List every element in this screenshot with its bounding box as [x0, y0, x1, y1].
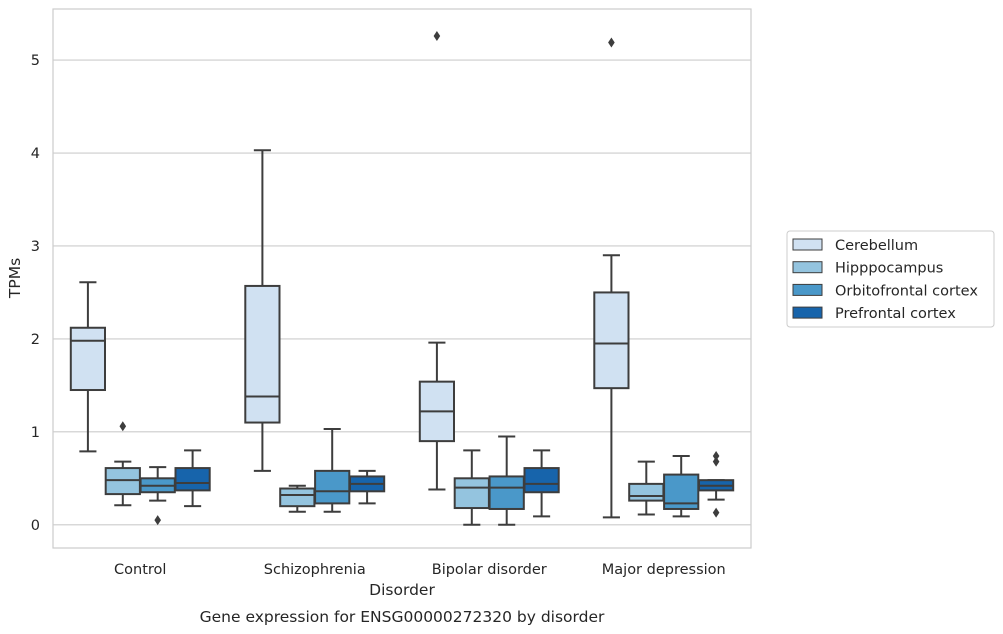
iqr-box — [174, 467, 211, 492]
legend-swatch — [792, 283, 823, 296]
iqr-box — [628, 482, 665, 502]
legend: Cerebellum Hipppocampus Orbitofrontal cort… — [786, 230, 995, 328]
iqr-box — [453, 477, 490, 510]
box-1-3 — [348, 469, 386, 505]
x-axis-label: Disorder — [369, 581, 435, 599]
box-3-2 — [663, 454, 700, 518]
box-0-0 — [69, 281, 107, 453]
legend-frame — [786, 230, 995, 328]
outlier-point — [119, 421, 127, 432]
y-tick-label: 0 — [31, 518, 40, 534]
box-3-0 — [593, 37, 630, 519]
x-tick-labels: Control Schizophrenia Bipolar disorder Majo… — [114, 562, 726, 578]
legend-swatch — [792, 238, 823, 251]
legend-label: Orbitofrontal cortex — [835, 283, 978, 299]
outlier-point — [608, 37, 615, 48]
y-tick-label: 4 — [31, 146, 40, 162]
legend-label: Prefrontal cortex — [835, 306, 956, 322]
iqr-box — [69, 326, 107, 392]
iqr-box — [488, 475, 525, 510]
chart-caption: Gene expression for ENSG00000272320 by d… — [200, 608, 605, 626]
iqr-box — [593, 291, 630, 390]
legend-swatch — [792, 306, 823, 319]
iqr-box — [244, 284, 281, 424]
x-tick-label: Schizophrenia — [264, 562, 366, 578]
box-0-2 — [139, 466, 176, 526]
box-2-0 — [418, 30, 456, 491]
box-0-1 — [104, 421, 141, 507]
x-tick-label: Control — [114, 562, 166, 578]
grid-lines — [53, 59, 751, 526]
iqr-box — [314, 469, 351, 505]
y-tick-label: 5 — [31, 53, 40, 69]
y-tick-label: 2 — [31, 332, 40, 348]
box-0-3 — [174, 449, 211, 508]
outlier-point — [712, 507, 720, 518]
legend-items: Cerebellum Hipppocampus Orbitofrontal cort… — [792, 238, 978, 322]
outlier-point — [712, 450, 720, 461]
iqr-box — [279, 487, 316, 508]
y-tick-label: 1 — [31, 425, 40, 441]
x-tick-label: Major depression — [602, 562, 726, 578]
box-2-3 — [523, 449, 560, 518]
boxes — [69, 30, 735, 526]
outlier-point — [712, 456, 720, 467]
outlier-point — [433, 30, 441, 41]
box-1-1 — [279, 484, 316, 513]
legend-swatch — [792, 261, 823, 274]
box-1-2 — [314, 428, 351, 513]
legend-label: Cerebellum — [835, 238, 918, 254]
plot-area — [52, 8, 752, 549]
x-tick-label: Bipolar disorder — [432, 562, 547, 578]
legend-label: Hipppocampus — [835, 261, 943, 277]
y-tick-labels: 0 1 2 3 4 5 — [31, 53, 40, 534]
y-tick-label: 3 — [31, 239, 40, 255]
iqr-box — [523, 467, 560, 494]
box-1-0 — [244, 149, 281, 472]
y-axis-label: TPMs — [6, 258, 24, 299]
outlier-point — [154, 515, 161, 526]
box-3-3 — [697, 450, 735, 518]
